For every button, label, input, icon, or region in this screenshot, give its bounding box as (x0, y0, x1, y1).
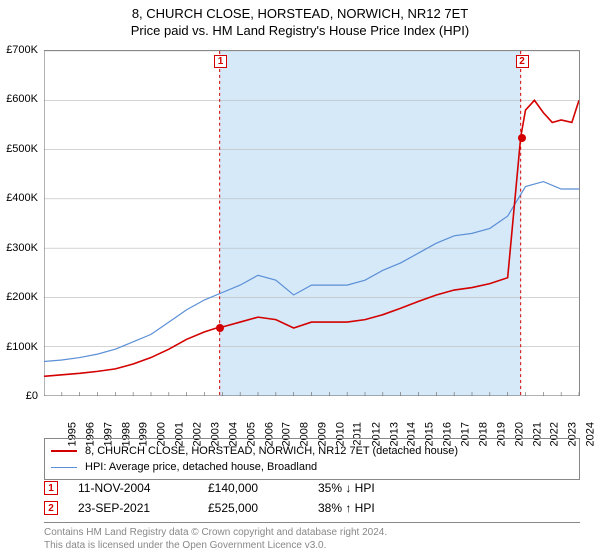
legend-box: 8, CHURCH CLOSE, HORSTEAD, NORWICH, NR12… (44, 438, 580, 480)
y-axis-tick-label: £100K (6, 341, 38, 353)
y-axis-tick-label: £400K (6, 192, 38, 204)
event-marker-1: 1 (44, 481, 58, 495)
x-axis-tick-label: 2024 (585, 422, 597, 446)
event-price: £525,000 (208, 501, 318, 515)
y-axis-tick-label: £0 (26, 390, 38, 402)
footer-line-2: This data is licensed under the Open Gov… (44, 539, 580, 552)
x-axis-labels: 1995199619971998199920002001200220032004… (44, 398, 580, 434)
y-axis-tick-label: £200K (6, 291, 38, 303)
y-axis-tick-label: £300K (6, 242, 38, 254)
event-delta: 35% ↓ HPI (318, 481, 375, 495)
legend-row: HPI: Average price, detached house, Broa… (51, 459, 573, 475)
event-date: 11-NOV-2004 (78, 481, 208, 495)
title-sub: Price paid vs. HM Land Registry's House … (0, 23, 600, 38)
event-date: 23-SEP-2021 (78, 501, 208, 515)
event-delta: 38% ↑ HPI (318, 501, 375, 515)
legend-label-property: 8, CHURCH CLOSE, HORSTEAD, NORWICH, NR12… (85, 445, 458, 457)
legend-swatch-property (51, 450, 77, 452)
legend-row: 8, CHURCH CLOSE, HORSTEAD, NORWICH, NR12… (51, 443, 573, 459)
title-main: 8, CHURCH CLOSE, HORSTEAD, NORWICH, NR12… (0, 6, 600, 21)
event-marker-dot (216, 324, 224, 332)
chart-container: 8, CHURCH CLOSE, HORSTEAD, NORWICH, NR12… (0, 0, 600, 560)
legend-swatch-hpi (51, 467, 77, 468)
legend-label-hpi: HPI: Average price, detached house, Broa… (85, 461, 317, 473)
event-row: 2 23-SEP-2021 £525,000 38% ↑ HPI (44, 498, 580, 518)
footer: Contains HM Land Registry data © Crown c… (44, 522, 580, 552)
event-marker-box: 2 (516, 55, 529, 68)
chart-svg (44, 51, 579, 396)
titles: 8, CHURCH CLOSE, HORSTEAD, NORWICH, NR12… (0, 0, 600, 38)
event-price: £140,000 (208, 481, 318, 495)
y-axis-tick-label: £500K (6, 143, 38, 155)
event-row: 1 11-NOV-2004 £140,000 35% ↓ HPI (44, 478, 580, 498)
event-marker-box: 1 (214, 55, 227, 68)
event-marker-dot (518, 134, 526, 142)
footer-line-1: Contains HM Land Registry data © Crown c… (44, 526, 580, 539)
event-marker-2: 2 (44, 501, 58, 515)
y-axis-tick-label: £600K (6, 93, 38, 105)
event-table: 1 11-NOV-2004 £140,000 35% ↓ HPI 2 23-SE… (44, 478, 580, 518)
y-axis-labels: £0£100K£200K£300K£400K£500K£600K£700K (0, 50, 42, 396)
y-axis-tick-label: £700K (6, 44, 38, 56)
chart-plot-area: 12 (44, 50, 580, 396)
